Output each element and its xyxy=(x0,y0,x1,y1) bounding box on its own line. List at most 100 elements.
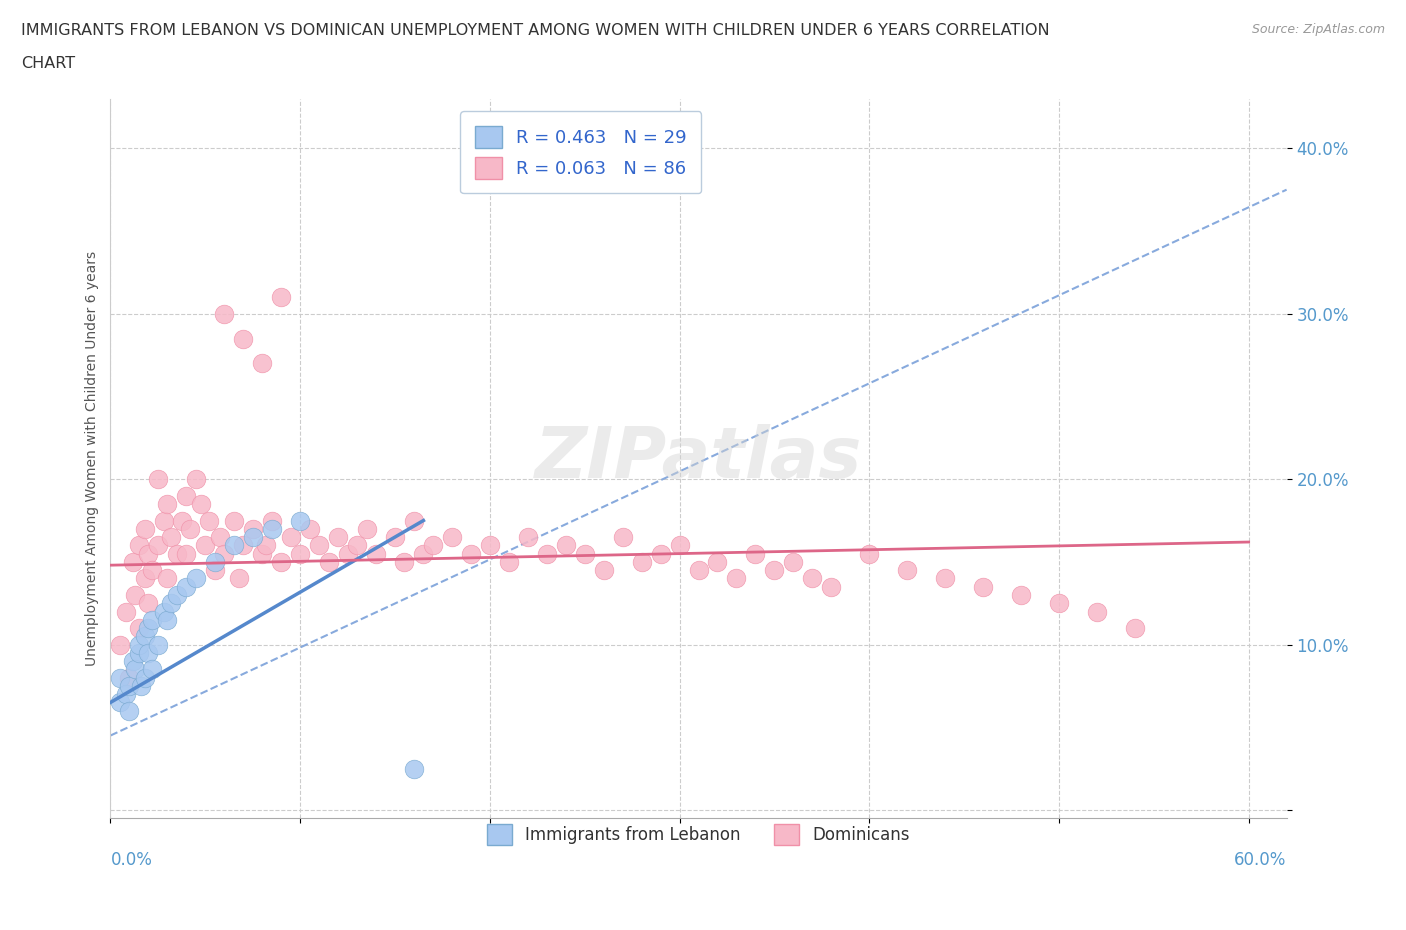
Point xyxy=(108,671,131,685)
Point xyxy=(134,629,156,644)
Point xyxy=(160,596,183,611)
Point xyxy=(232,331,254,346)
Point xyxy=(118,671,141,685)
Point xyxy=(108,637,131,652)
Point xyxy=(209,529,232,544)
Point xyxy=(146,538,169,552)
Point xyxy=(141,563,163,578)
Point xyxy=(394,554,416,569)
Point xyxy=(156,612,179,627)
Point xyxy=(1123,620,1146,635)
Point xyxy=(650,546,672,561)
Point xyxy=(152,604,174,619)
Point xyxy=(128,637,150,652)
Point xyxy=(356,522,378,537)
Point xyxy=(134,571,156,586)
Point xyxy=(124,588,146,603)
Point xyxy=(108,695,131,710)
Point xyxy=(498,554,520,569)
Point xyxy=(250,356,273,371)
Point xyxy=(706,554,728,569)
Point xyxy=(412,546,434,561)
Text: 60.0%: 60.0% xyxy=(1234,851,1286,869)
Point xyxy=(166,546,188,561)
Point xyxy=(402,762,425,777)
Point xyxy=(194,538,217,552)
Text: ZIPatlas: ZIPatlas xyxy=(534,424,862,493)
Point xyxy=(668,538,690,552)
Point xyxy=(318,554,340,569)
Point xyxy=(122,654,145,669)
Point xyxy=(184,571,207,586)
Point xyxy=(141,662,163,677)
Point xyxy=(422,538,444,552)
Point xyxy=(554,538,576,552)
Point xyxy=(592,563,614,578)
Point xyxy=(934,571,956,586)
Point xyxy=(1085,604,1108,619)
Point xyxy=(141,612,163,627)
Y-axis label: Unemployment Among Women with Children Under 6 years: Unemployment Among Women with Children U… xyxy=(86,251,100,666)
Point xyxy=(128,620,150,635)
Point xyxy=(972,579,994,594)
Point xyxy=(156,497,179,512)
Point xyxy=(1047,596,1070,611)
Point xyxy=(198,513,221,528)
Point xyxy=(242,522,264,537)
Text: Source: ZipAtlas.com: Source: ZipAtlas.com xyxy=(1251,23,1385,36)
Point xyxy=(308,538,330,552)
Point xyxy=(184,472,207,486)
Point xyxy=(336,546,359,561)
Point xyxy=(858,546,880,561)
Point xyxy=(222,513,245,528)
Point xyxy=(896,563,918,578)
Point xyxy=(763,563,786,578)
Point xyxy=(166,588,188,603)
Point xyxy=(260,522,283,537)
Point xyxy=(138,596,160,611)
Point xyxy=(384,529,406,544)
Point xyxy=(212,306,235,321)
Point xyxy=(212,546,235,561)
Legend: Immigrants from Lebanon, Dominicans: Immigrants from Lebanon, Dominicans xyxy=(478,817,918,853)
Point xyxy=(228,571,250,586)
Point xyxy=(128,645,150,660)
Point xyxy=(801,571,824,586)
Point xyxy=(270,554,292,569)
Point xyxy=(574,546,596,561)
Point xyxy=(364,546,387,561)
Point xyxy=(146,637,169,652)
Point xyxy=(124,662,146,677)
Point xyxy=(402,513,425,528)
Point xyxy=(118,703,141,718)
Point xyxy=(138,645,160,660)
Text: 0.0%: 0.0% xyxy=(111,851,152,869)
Point xyxy=(782,554,804,569)
Text: CHART: CHART xyxy=(21,56,75,71)
Point xyxy=(222,538,245,552)
Point xyxy=(460,546,482,561)
Point xyxy=(536,546,558,561)
Point xyxy=(630,554,652,569)
Point xyxy=(250,546,273,561)
Point xyxy=(129,679,152,694)
Point xyxy=(260,513,283,528)
Point xyxy=(152,513,174,528)
Point xyxy=(254,538,277,552)
Point xyxy=(156,571,179,586)
Point xyxy=(232,538,254,552)
Point xyxy=(174,488,197,503)
Point xyxy=(326,529,349,544)
Point xyxy=(179,522,201,537)
Point xyxy=(128,538,150,552)
Point xyxy=(346,538,368,552)
Point xyxy=(204,554,226,569)
Point xyxy=(118,679,141,694)
Point xyxy=(134,522,156,537)
Point xyxy=(744,546,766,561)
Point xyxy=(174,579,197,594)
Point xyxy=(478,538,501,552)
Point xyxy=(138,620,160,635)
Point xyxy=(174,546,197,561)
Point xyxy=(134,671,156,685)
